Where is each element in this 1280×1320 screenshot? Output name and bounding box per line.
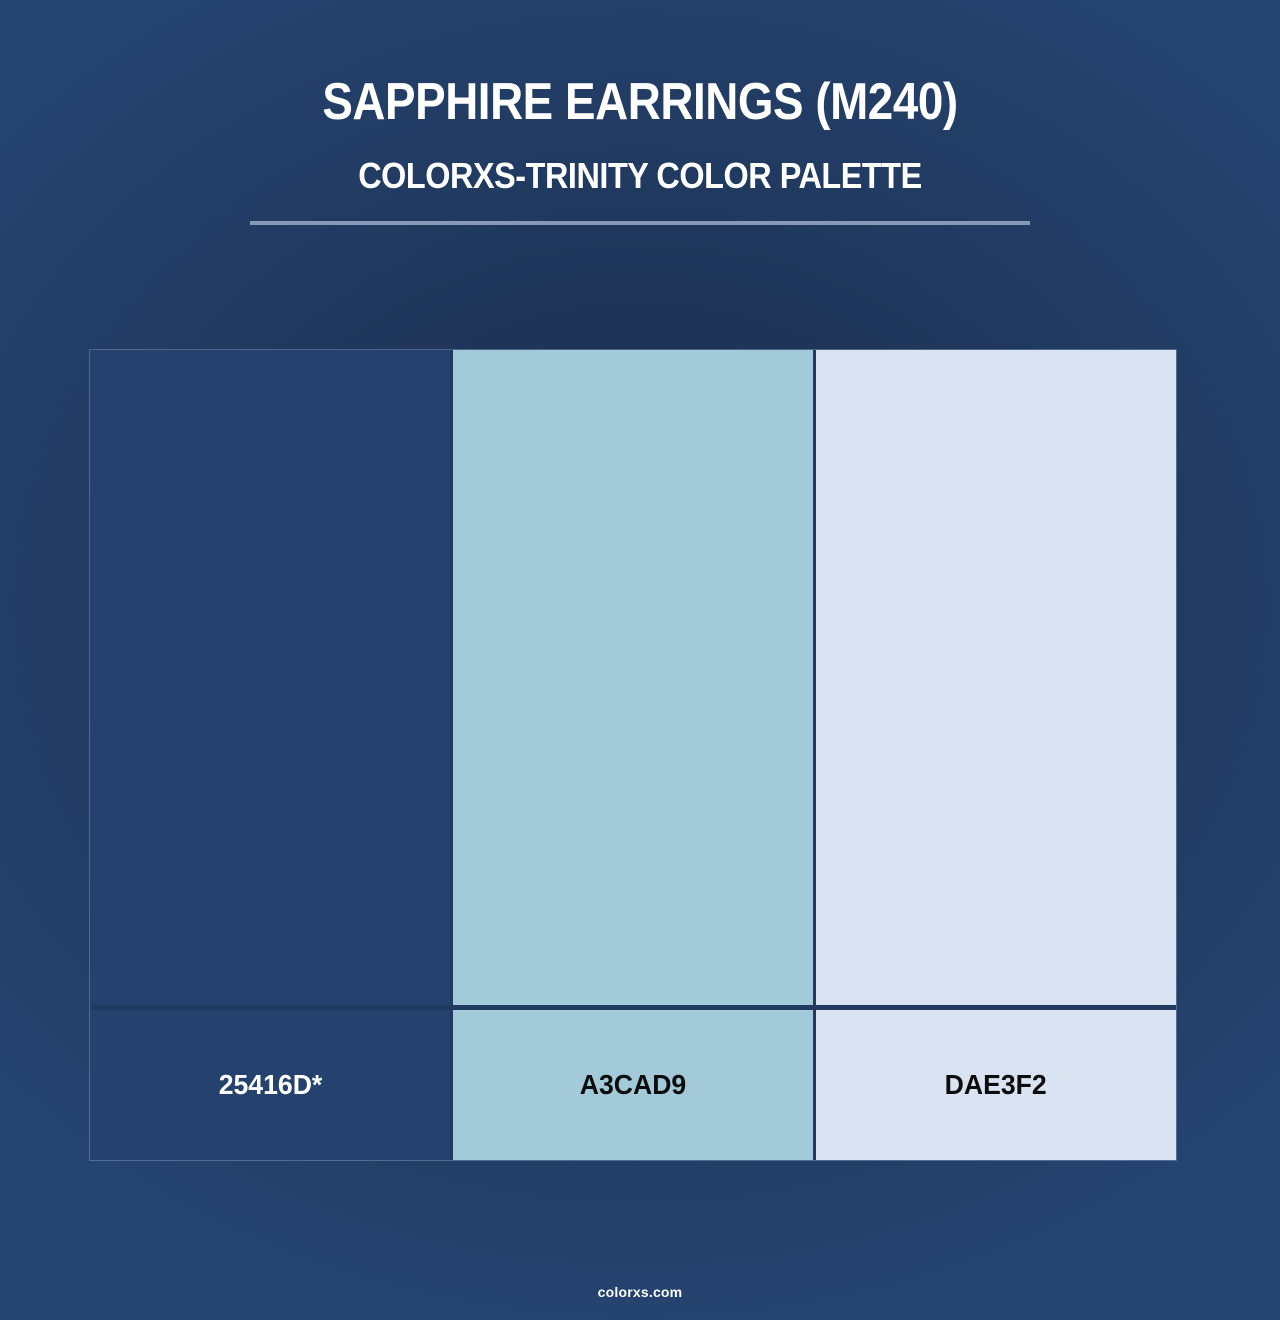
- title-divider: [250, 221, 1030, 225]
- swatch-primary-hex-label: 25416D*: [218, 1069, 322, 1100]
- swatch-tertiary: [816, 350, 1176, 1005]
- header: SAPPHIRE EARRINGS (M240) COLORXS-TRINITY…: [0, 0, 1280, 225]
- swatch-secondary-label-cell: A3CAD9: [453, 1010, 813, 1160]
- footer: colorxs.com: [0, 1284, 1280, 1302]
- palette-grid: 25416D* A3CAD9 DAE3F2: [90, 350, 1176, 1160]
- swatch-secondary-hex-label: A3CAD9: [579, 1069, 687, 1100]
- swatch-primary: [90, 350, 450, 1005]
- page-title: SAPPHIRE EARRINGS (M240): [322, 73, 958, 131]
- swatch-tertiary-hex-label: DAE3F2: [944, 1069, 1048, 1100]
- swatch-tertiary-label-cell: DAE3F2: [816, 1010, 1176, 1160]
- footer-watermark: colorxs.com: [597, 1284, 683, 1300]
- page-subtitle: COLORXS-TRINITY COLOR PALETTE: [358, 155, 922, 196]
- swatch-primary-label-cell: 25416D*: [90, 1010, 450, 1160]
- swatch-secondary: [453, 350, 813, 1005]
